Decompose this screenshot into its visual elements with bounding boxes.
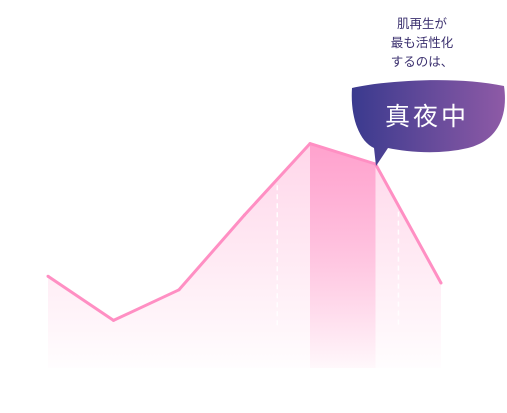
caption: 肌再生が 最も活性化 するのは、	[372, 14, 472, 71]
highlight-band	[310, 143, 376, 368]
speech-bubble-shape	[351, 80, 505, 166]
highlight-label: 真夜中	[384, 102, 469, 131]
data-point-5	[308, 142, 312, 146]
data-point-1	[46, 274, 50, 278]
speech-bubble	[351, 80, 505, 166]
data-point-2	[112, 318, 115, 322]
data-point-3	[177, 288, 181, 292]
caption-line-1: 肌再生が	[396, 16, 447, 31]
data-point-4	[243, 213, 246, 217]
data-point-7	[439, 281, 443, 285]
caption-line-3: するのは、	[390, 54, 454, 69]
caption-line-2: 最も活性化	[390, 35, 454, 50]
